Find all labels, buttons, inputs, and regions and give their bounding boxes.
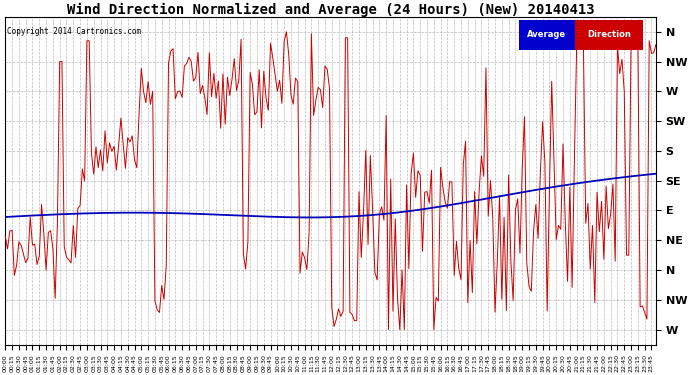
Title: Wind Direction Normalized and Average (24 Hours) (New) 20140413: Wind Direction Normalized and Average (2… <box>67 3 595 17</box>
Bar <box>520 20 575 50</box>
Text: Direction: Direction <box>587 30 631 39</box>
Bar <box>575 20 643 50</box>
Text: Copyright 2014 Cartronics.com: Copyright 2014 Cartronics.com <box>7 27 141 36</box>
Text: Average: Average <box>527 30 566 39</box>
